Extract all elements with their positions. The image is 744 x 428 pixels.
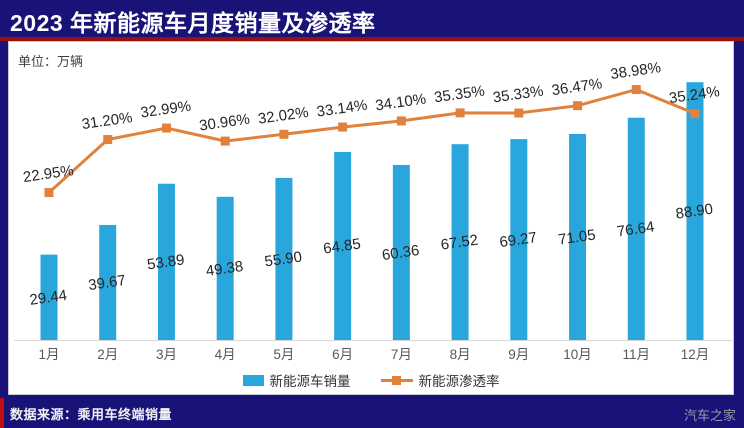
footer-red-stripe [0,398,4,428]
legend-item-penetration: 新能源渗透率 [380,370,500,390]
bar-series-swatch-icon [242,374,264,386]
watermark: 汽车之家 [683,408,736,423]
legend-label-sales: 新能源车销量 [269,374,351,389]
line-series-swatch-icon [380,375,413,385]
page-title: 2023 年新能源车月度销量及渗透率 [10,10,376,36]
data-source-label: 数据来源：乘用车终端销量 [10,407,173,422]
title-divider [0,37,744,41]
unit-label: 单位：万辆 [18,54,84,69]
footer-bar: 数据来源：乘用车终端销量 汽车之家 [0,396,744,428]
line-swatch-marker [391,375,401,385]
legend: 新能源车销量 新能源渗透率 [8,370,734,390]
legend-item-sales: 新能源车销量 [242,370,351,390]
legend-label-penetration: 新能源渗透率 [418,374,500,389]
chart-panel [8,41,734,395]
